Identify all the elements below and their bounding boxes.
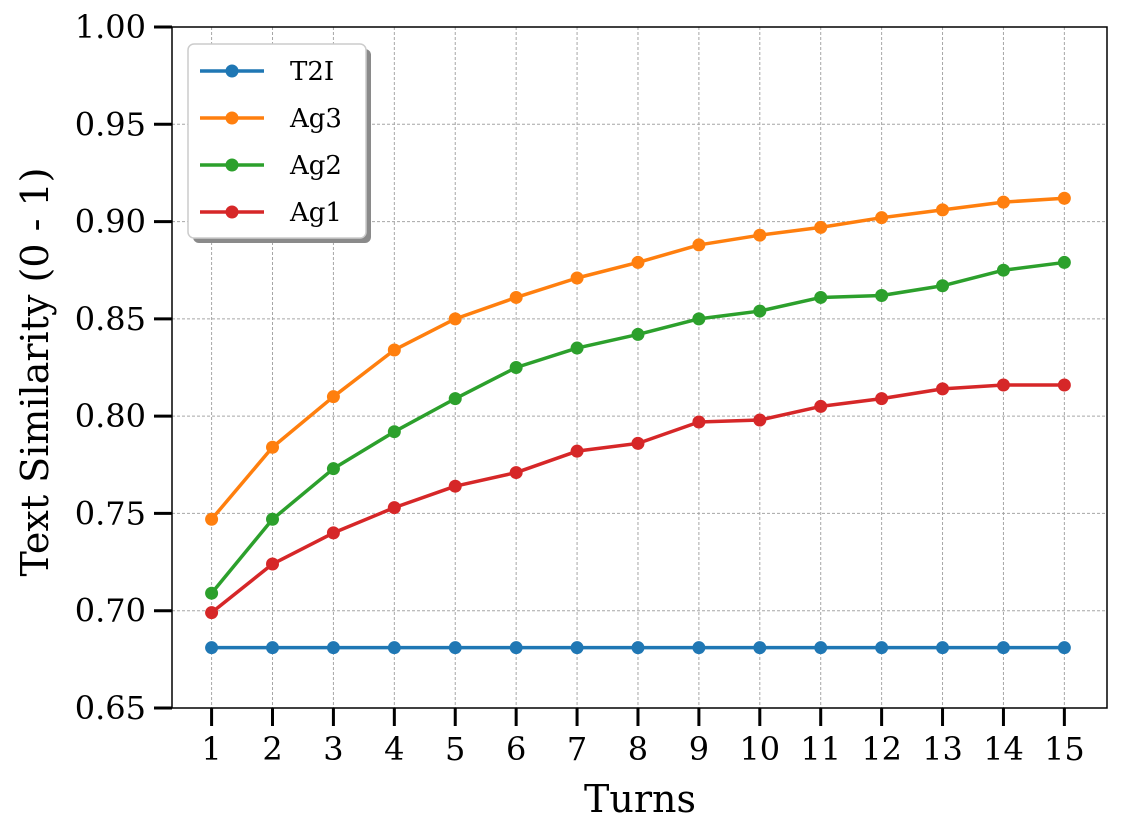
data-point-ag2 — [875, 289, 889, 303]
x-tick-label: 7 — [567, 730, 587, 768]
data-point-t2i — [936, 641, 950, 655]
data-point-ag2 — [266, 512, 280, 526]
data-point-ag3 — [1057, 191, 1071, 205]
y-tick-label: 1.00 — [75, 8, 146, 46]
data-point-ag2 — [509, 361, 523, 374]
y-tick-label: 0.70 — [75, 592, 146, 630]
data-point-ag3 — [509, 290, 523, 304]
x-axis-title: Turns — [584, 777, 696, 821]
data-point-t2i — [570, 641, 584, 655]
x-tick-label: 5 — [445, 730, 465, 768]
data-point-ag3 — [266, 440, 280, 454]
data-point-ag1 — [631, 436, 645, 450]
data-point-t2i — [509, 641, 523, 655]
x-tick-label: 6 — [506, 730, 526, 768]
data-point-ag3 — [692, 238, 706, 252]
x-tick-label: 9 — [689, 730, 709, 768]
data-point-ag1 — [692, 415, 706, 429]
data-point-ag1 — [326, 526, 340, 540]
legend-label-ag1: Ag1 — [289, 198, 342, 228]
data-point-t2i — [448, 641, 462, 655]
y-tick-label: 0.80 — [75, 397, 146, 435]
data-point-ag2 — [326, 462, 340, 476]
data-point-ag3 — [205, 512, 219, 526]
data-point-ag1 — [205, 606, 219, 620]
data-point-ag2 — [448, 392, 462, 406]
x-tick-label: 4 — [384, 730, 404, 768]
legend-label-ag2: Ag2 — [289, 151, 342, 181]
series-group — [205, 191, 1071, 655]
x-tick-label: 10 — [739, 730, 780, 768]
x-tick-label: 15 — [1044, 730, 1085, 768]
legend-box — [187, 43, 367, 239]
data-point-ag2 — [631, 327, 645, 341]
data-point-ag1 — [996, 378, 1010, 392]
data-point-t2i — [814, 641, 828, 655]
data-point-t2i — [996, 641, 1010, 655]
data-point-t2i — [326, 641, 340, 655]
data-point-ag3 — [570, 271, 584, 285]
x-tick-label: 1 — [201, 730, 221, 768]
data-point-ag1 — [936, 382, 950, 396]
y-tick-label: 0.85 — [75, 300, 146, 338]
data-point-ag2 — [936, 279, 950, 293]
legend-marker-t2i — [225, 64, 239, 78]
x-tick-label: 14 — [983, 730, 1024, 768]
data-point-t2i — [1057, 641, 1071, 655]
axes: 0.650.700.750.800.850.900.951.001 2 3 4 5 6 7 8… — [75, 8, 1108, 768]
data-point-ag1 — [814, 399, 828, 413]
y-tick-label: 0.90 — [75, 203, 146, 241]
data-point-ag1 — [387, 501, 401, 515]
data-point-ag3 — [326, 390, 340, 404]
data-point-ag2 — [692, 312, 706, 326]
x-tick-label: 3 — [323, 730, 343, 768]
data-point-ag2 — [570, 341, 584, 355]
data-point-t2i — [387, 641, 401, 655]
x-tick-label: 13 — [922, 730, 963, 768]
y-tick-label: 0.65 — [75, 689, 146, 727]
y-axis-title: Text Similarity (0 - 1) — [13, 168, 57, 577]
y-tick-label: 0.95 — [75, 105, 146, 143]
legend: T2I Ag3 Ag2 Ag1 — [187, 43, 371, 243]
data-point-ag3 — [814, 220, 828, 234]
data-point-t2i — [875, 641, 889, 655]
data-point-ag3 — [875, 211, 889, 225]
data-point-ag1 — [1057, 378, 1071, 392]
data-point-ag3 — [936, 203, 950, 217]
data-point-ag2 — [205, 586, 219, 600]
data-point-t2i — [692, 641, 706, 655]
legend-label-ag3: Ag3 — [289, 104, 342, 134]
data-point-ag3 — [753, 228, 767, 242]
data-point-ag2 — [1057, 255, 1071, 269]
data-point-ag1 — [753, 413, 767, 427]
data-point-t2i — [205, 641, 219, 655]
data-point-ag3 — [387, 343, 401, 357]
data-point-t2i — [631, 641, 645, 655]
data-point-ag1 — [875, 392, 889, 406]
legend-label-t2i: T2I — [290, 57, 334, 87]
data-point-t2i — [753, 641, 767, 655]
data-point-ag3 — [996, 195, 1010, 209]
legend-marker-ag3 — [225, 111, 239, 125]
data-point-ag2 — [753, 304, 767, 318]
x-tick-label: 2 — [262, 730, 282, 768]
data-point-t2i — [266, 641, 280, 655]
legend-marker-ag2 — [225, 158, 239, 172]
data-point-ag2 — [387, 425, 401, 439]
x-tick-label: 8 — [628, 730, 648, 768]
data-point-ag2 — [814, 290, 828, 304]
x-tick-label: 12 — [861, 730, 902, 768]
x-tick-label: 11 — [800, 730, 841, 768]
plot-frame — [171, 26, 1108, 709]
data-point-ag2 — [996, 263, 1010, 277]
data-point-ag1 — [266, 557, 280, 571]
data-point-ag1 — [448, 479, 462, 493]
data-point-ag1 — [570, 444, 584, 458]
legend-marker-ag1 — [225, 205, 239, 219]
data-point-ag3 — [631, 255, 645, 269]
data-point-ag1 — [509, 466, 523, 480]
data-point-ag3 — [448, 312, 462, 326]
y-tick-label: 0.75 — [75, 494, 146, 532]
